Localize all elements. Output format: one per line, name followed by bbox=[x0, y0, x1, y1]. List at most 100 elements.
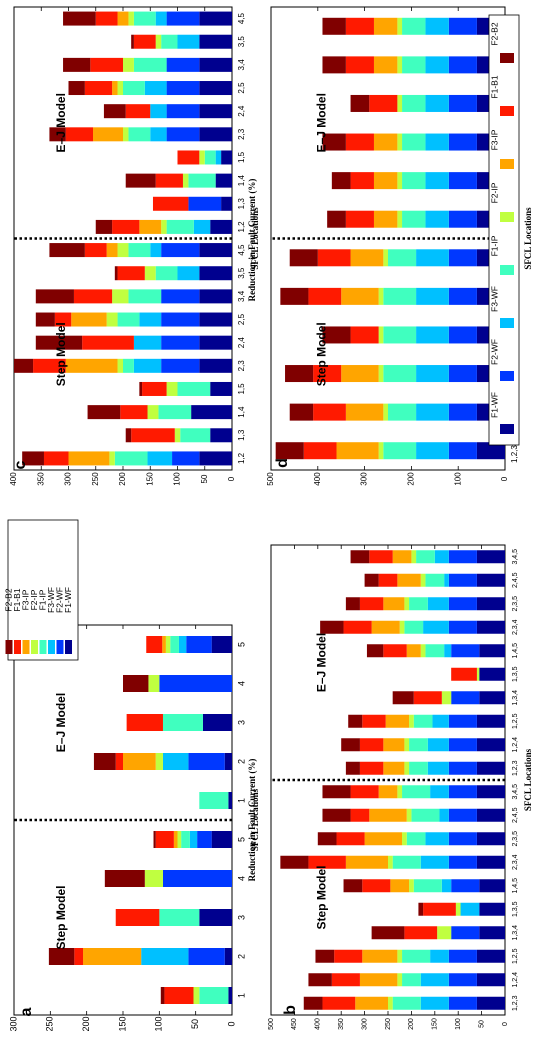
bar-segment-f3-wf bbox=[177, 34, 200, 49]
value-tick-label: 0 bbox=[500, 476, 509, 481]
bar-segment-f2-wf bbox=[448, 133, 477, 151]
category-label: 2,4 bbox=[237, 105, 246, 117]
legend-swatch bbox=[500, 106, 514, 116]
category-label: 2,4,5 bbox=[512, 807, 519, 823]
category-label: 2,5 bbox=[237, 82, 246, 94]
legend-label: F2-B2 bbox=[3, 588, 13, 611]
panel-c: 0 50 100 150 200 250 300 350 400 1,2 1,3 1,4 1,5 2,3 2… bbox=[9, 6, 260, 486]
bar-segment-f2-wf bbox=[451, 644, 480, 658]
bar-segment-f1-wf bbox=[199, 104, 232, 119]
category-label: 3 bbox=[236, 720, 246, 725]
bar-segment-f1-wf bbox=[479, 691, 505, 705]
bar-segment-f1-b1 bbox=[155, 173, 183, 188]
bar-segment-f3-wf bbox=[162, 753, 189, 770]
legend-swatch bbox=[500, 53, 514, 63]
category-label: 1,3,4 bbox=[512, 925, 519, 941]
bar-segment-f3-ip bbox=[390, 879, 410, 893]
legend-swatch bbox=[14, 640, 21, 654]
panel-letter: d bbox=[274, 458, 291, 468]
value-tick-label: 150 bbox=[117, 1016, 127, 1031]
bar-segment-f2-ip bbox=[144, 266, 156, 281]
bar-segment-f1-b1 bbox=[95, 11, 118, 26]
bar-segment-f2-wf bbox=[448, 442, 477, 460]
bar-segment-f3-ip bbox=[162, 636, 166, 653]
bar-segment-f1-wf bbox=[479, 926, 505, 940]
bar-segment-f1-wf bbox=[476, 785, 505, 799]
value-tick-label: 200 bbox=[118, 472, 127, 486]
bar-segment-f1-b1 bbox=[84, 81, 113, 96]
category-label: 1,4 bbox=[237, 175, 246, 187]
category-label: 1 bbox=[236, 798, 246, 803]
value-tick-label: 100 bbox=[453, 472, 462, 486]
bar-segment-f2-b2 bbox=[131, 34, 134, 49]
group-label-step-model: Step Model bbox=[54, 885, 68, 949]
category-label: 2,3,4 bbox=[512, 854, 519, 870]
category-label: 1 bbox=[236, 993, 246, 998]
bar-segment-f3-ip bbox=[355, 996, 388, 1010]
bar-segment-f3-wf bbox=[155, 11, 167, 26]
bar-segment-f1-wf bbox=[199, 81, 232, 96]
value-tick-label: 50 bbox=[200, 474, 209, 483]
bar-segment-f2-ip bbox=[155, 34, 162, 49]
bar-segment-f2-ip bbox=[397, 17, 403, 35]
bar-segment-f3-ip bbox=[364, 832, 403, 846]
category-label: 2,3 bbox=[237, 128, 246, 140]
category-label: 1,4,5 bbox=[512, 643, 519, 659]
bar-segment-f3-wf bbox=[444, 644, 452, 658]
panel-letter: c bbox=[12, 460, 29, 469]
bar-segment-f2-wf bbox=[161, 289, 200, 304]
y-axis-title-a: Reduction in Fault Current (%) bbox=[247, 759, 257, 882]
bar-segment-f3-wf bbox=[427, 761, 449, 775]
bar-segment-f2-ip bbox=[161, 219, 167, 234]
group-label-ej-model: E–J Model bbox=[54, 693, 68, 752]
bar-segment-f1-wf bbox=[479, 667, 505, 681]
bar-segment-f2-ip bbox=[397, 56, 403, 74]
bar-segment-f1-ip bbox=[161, 34, 178, 49]
bar-segment-f1-ip bbox=[402, 172, 426, 190]
value-tick-label: 0 bbox=[227, 476, 236, 481]
bar-segment-f2-ip bbox=[199, 150, 205, 165]
bar-segment-f1-wf bbox=[228, 792, 232, 809]
bar-segment-f2-b2 bbox=[348, 714, 363, 728]
bar-segment-f1-wf bbox=[199, 11, 232, 26]
legend-swatch bbox=[500, 371, 514, 381]
bar-segment-f3-wf bbox=[425, 133, 449, 151]
bar-segment-f2-b2 bbox=[48, 948, 75, 965]
value-tick-label: 50 bbox=[478, 1020, 485, 1028]
group-label-step-model: Step Model bbox=[54, 322, 68, 386]
legend-label: F1-IP bbox=[489, 235, 499, 256]
bar-segment-f2-b2 bbox=[35, 312, 55, 327]
bar-segment-f3-ip bbox=[378, 785, 398, 799]
bar-segment-f1-ip bbox=[204, 150, 216, 165]
bar-segment-f2-wf bbox=[161, 335, 200, 350]
bar-segment-f1-wf bbox=[224, 948, 232, 965]
legend-label: F2-IP bbox=[29, 589, 39, 610]
bar-segment-f2-wf bbox=[448, 249, 477, 267]
bar-segment-f2-ip bbox=[397, 949, 403, 963]
bar-segment-f2-ip bbox=[123, 127, 129, 142]
category-label: 4 bbox=[236, 876, 246, 881]
panel-a: 0 50 100 150 200 250 300 1 2 3 4 5 1 2 3 4 5 Step Model E–… bbox=[8, 624, 260, 1032]
bar-segment-f3-ip bbox=[392, 550, 412, 564]
legend-label: F2-B2 bbox=[489, 22, 499, 45]
legend-swatch bbox=[22, 640, 30, 654]
bar-segment-f2-b2 bbox=[153, 831, 156, 848]
bar-segment-f1-ip bbox=[155, 266, 178, 281]
bar-segment-f1-wf bbox=[199, 451, 232, 466]
bar-segment-f2-b2 bbox=[322, 785, 351, 799]
bar-segment-f3-ip bbox=[397, 573, 421, 587]
category-label: 1,2,3,4 bbox=[510, 438, 519, 463]
bar-segment-f1-b1 bbox=[345, 56, 374, 74]
bar-segment-f2-b2 bbox=[160, 987, 165, 1004]
bar-segment-f1-b1 bbox=[117, 266, 145, 281]
bar-segment-f1-b1 bbox=[54, 312, 72, 327]
bar-segment-f3-wf bbox=[147, 451, 173, 466]
bar-segment-f2-wf bbox=[161, 358, 200, 373]
bar-segment-f1-wf bbox=[476, 808, 505, 822]
legend-swatch bbox=[48, 640, 55, 654]
category-label: 1,4,5 bbox=[512, 878, 519, 894]
bar-segment-f1-b1 bbox=[451, 667, 477, 681]
bar-segment-f3-ip bbox=[68, 451, 110, 466]
category-label: 3,5 bbox=[237, 267, 246, 279]
